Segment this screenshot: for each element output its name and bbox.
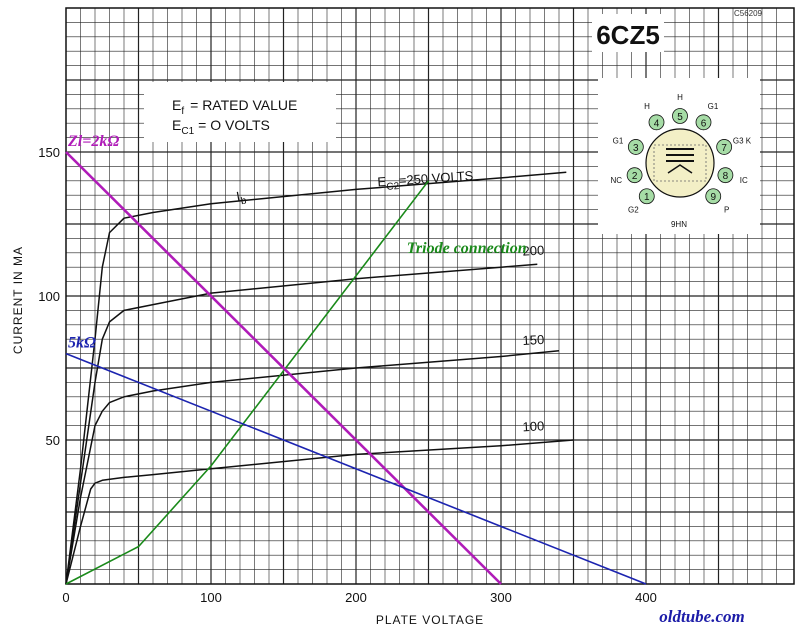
load-line [65, 151, 502, 585]
ec2-label: EC2=250 VOLTS [377, 168, 474, 194]
x-tick-label: 100 [200, 590, 222, 605]
x-tick-label: 400 [635, 590, 657, 605]
cathode-symbol [667, 164, 693, 174]
pin-label: P [724, 206, 729, 215]
base-pin [648, 114, 665, 131]
overlays: Triode connection Zl=2kΩ 5kΩ [65, 133, 647, 585]
x-tick-label: 200 [345, 590, 367, 605]
ib-subscript: b [240, 195, 248, 207]
y-tick-label: 150 [38, 145, 60, 160]
triode-connection-line [65, 180, 430, 585]
ec1-condition: EC1 = O VOLTS [172, 117, 270, 137]
base-pin [717, 167, 734, 184]
pin-label: G2 [628, 206, 639, 215]
ec1-subscript: C1 [181, 126, 194, 137]
y-tick-label: 100 [38, 289, 60, 304]
ec2-subscript: C2 [386, 181, 400, 193]
basing-designation: 9HN [671, 220, 687, 229]
pin-number: 8 [723, 171, 729, 182]
ec1-symbol: E [172, 117, 181, 133]
y-tick-label: 50 [46, 433, 60, 448]
curve-value-label: 150 [522, 332, 544, 348]
ef-value: = RATED VALUE [190, 97, 297, 113]
pin-label: H [644, 102, 650, 111]
pin-number: 3 [633, 143, 639, 154]
base-pin [672, 108, 688, 124]
triode-connection-label: Triode connection [407, 240, 527, 257]
ef-symbol: E [172, 97, 181, 113]
base-pin [705, 188, 722, 205]
pin-label: G1 [613, 136, 624, 145]
x-axis-label: PLATE VOLTAGE [376, 613, 484, 627]
ib-label: Ib [235, 187, 248, 207]
x-tick-label: 0 [62, 590, 69, 605]
ec2-symbol: E [377, 174, 387, 190]
base-pin [716, 139, 733, 155]
pin-number: 9 [710, 192, 716, 203]
tube-envelope [645, 128, 715, 198]
base-pin [638, 188, 655, 205]
pin-label: H [677, 93, 683, 102]
pin-label: NC [610, 176, 622, 185]
curves: 200 150 100 EC2=250 VOLTS Ib [65, 168, 574, 585]
ib-symbol: I [235, 189, 241, 204]
plate-curve [65, 171, 567, 585]
pin-number: 2 [632, 171, 638, 182]
plate-curve [65, 263, 538, 585]
ec2-value: =250 VOLTS [398, 168, 474, 188]
pin-number: 7 [721, 143, 727, 154]
drawing-code: C56209 [734, 9, 763, 18]
y-axis-label: CURRENT IN MA [11, 246, 25, 354]
load-line [65, 352, 647, 585]
curve-value-label: 200 [522, 243, 544, 259]
load-line-label: 5kΩ [68, 335, 96, 352]
pin-number: 4 [654, 118, 660, 129]
ec1-value: = O VOLTS [198, 117, 270, 133]
load-line-label: Zl=2kΩ [67, 133, 119, 150]
watermark: oldtube.com [659, 607, 744, 626]
pin-number: 1 [644, 192, 650, 203]
pin-label: G3 K [733, 136, 752, 145]
conditions-box [144, 82, 336, 142]
ef-condition: Ef = RATED VALUE [172, 97, 297, 117]
pin-label: IC [740, 176, 748, 185]
plate-curve [65, 349, 560, 585]
base-pin [627, 139, 644, 155]
curve-value-label: 100 [522, 418, 544, 434]
title-backdrop [592, 14, 664, 52]
pin-number: 5 [677, 112, 683, 123]
electrode-outline [653, 144, 707, 182]
x-tick-label: 300 [490, 590, 512, 605]
pin-number: 6 [701, 118, 707, 129]
plot-frame [65, 7, 795, 585]
chart-title: 6CZ5 [596, 20, 660, 50]
pin-label: G1 [708, 102, 719, 111]
plate-curve [65, 439, 574, 585]
base-pin [695, 114, 712, 131]
base-pin [626, 167, 643, 184]
ef-subscript: f [181, 106, 184, 117]
